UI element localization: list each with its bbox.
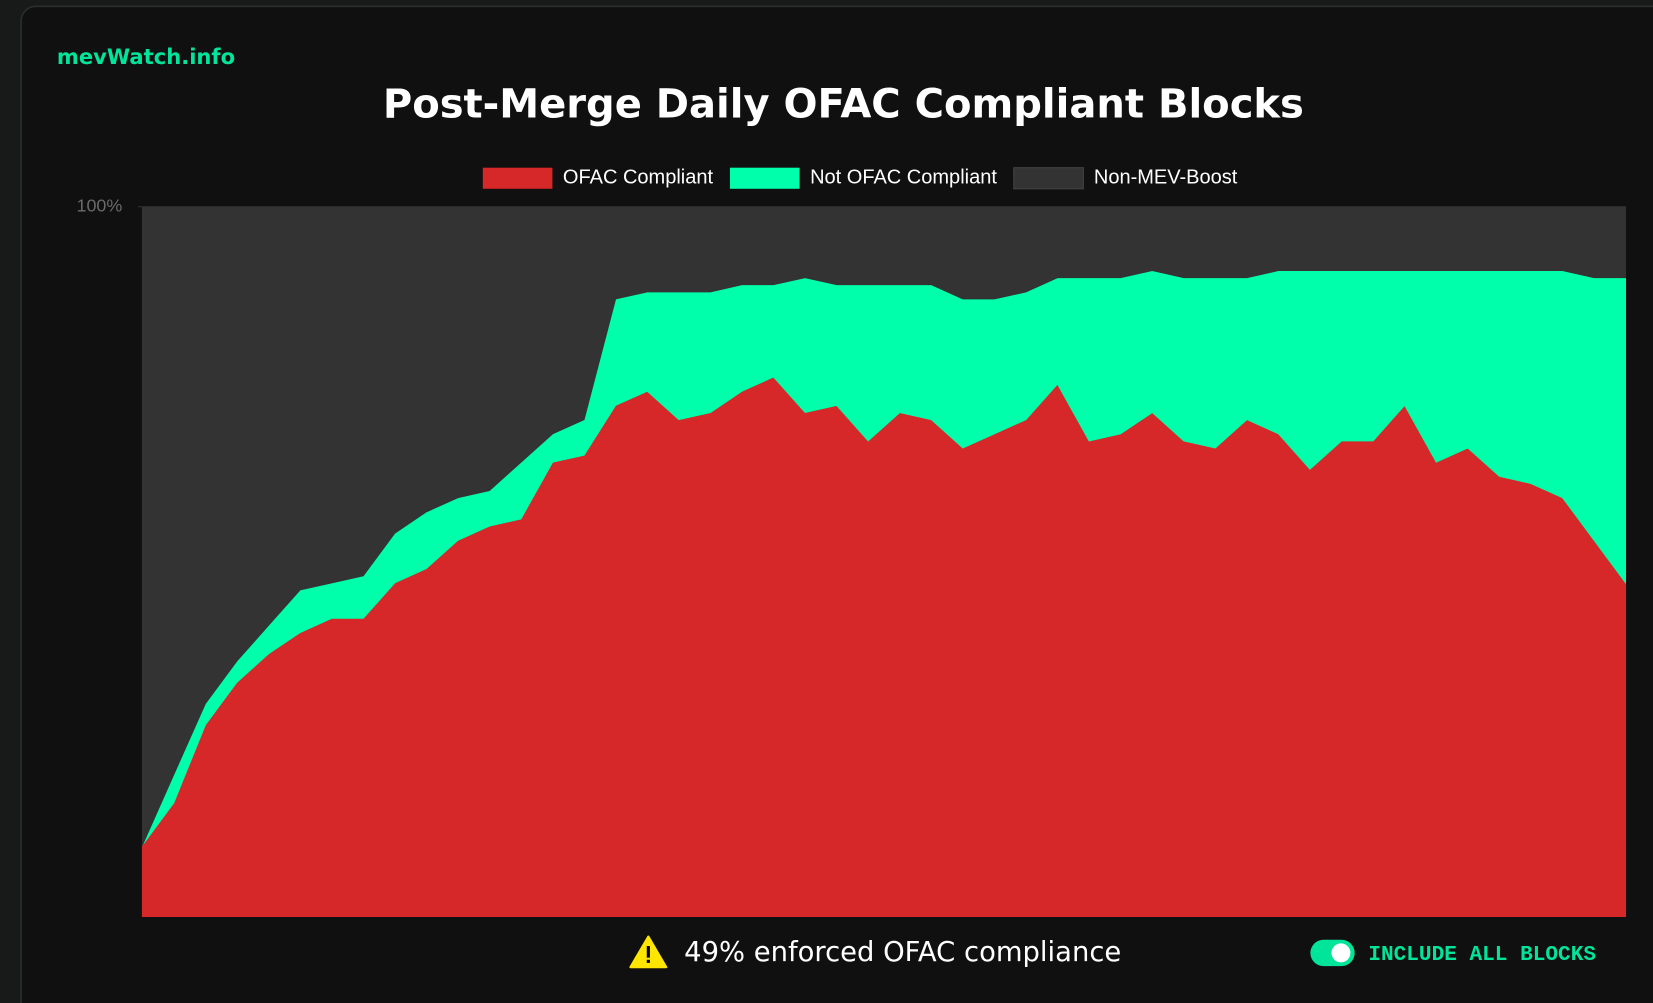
legend-label: OFAC Compliant xyxy=(563,167,714,189)
legend-swatch xyxy=(729,167,800,189)
y-tick-label: 100% xyxy=(76,195,122,215)
toggle[interactable] xyxy=(1310,939,1355,967)
toggle-label[interactable]: INCLUDE ALL BLOCKS xyxy=(1368,943,1596,967)
compliance-note: 49% enforced OFAC compliance xyxy=(684,937,1121,968)
warning-icon xyxy=(629,935,668,969)
area-2 xyxy=(141,206,1627,846)
legend-label: Non-MEV-Boost xyxy=(1094,167,1238,189)
chart-title: Post-Merge Daily OFAC Compliant Blocks xyxy=(383,82,1304,128)
toggle-knob xyxy=(1331,943,1351,963)
legend-label: Not OFAC Compliant xyxy=(810,167,997,189)
brand[interactable]: mevWatch.info xyxy=(57,44,235,69)
legend-swatch xyxy=(1013,167,1084,190)
legend-swatch xyxy=(482,167,553,189)
